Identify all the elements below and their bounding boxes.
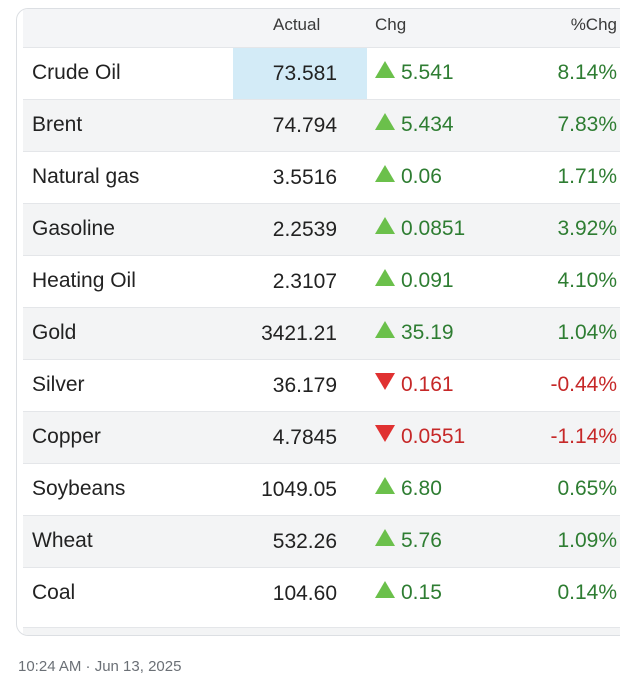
table-row: Copper 4.7845 0.0551 -1.14% <box>23 411 620 463</box>
change-value: 5.76 <box>401 529 442 552</box>
actual-value: 104.60 <box>272 582 337 605</box>
percent-change-value: -0.44% <box>550 373 617 396</box>
up-triangle-icon <box>375 217 395 234</box>
table-row: Natural gas 3.5516 0.06 1.71% <box>23 151 620 203</box>
actual-value: 2.2539 <box>272 218 337 241</box>
column-header-chg: Chg <box>375 15 407 34</box>
percent-change-value: 7.83% <box>557 113 617 136</box>
commodity-table-card: Actual Chg %Chg Crude Oil 73.581 5.541 8.14… <box>16 8 620 636</box>
change-cell: 0.0851 <box>375 217 465 241</box>
commodity-name: Crude Oil <box>32 61 121 84</box>
percent-change-value: 0.14% <box>557 581 617 604</box>
change-cell: 5.76 <box>375 529 442 553</box>
commodity-name: Gold <box>32 321 77 344</box>
percent-change-value: 1.09% <box>557 529 617 552</box>
actual-value: 1049.05 <box>261 478 337 501</box>
change-cell: 0.15 <box>375 581 442 605</box>
percent-change-value: -1.14% <box>550 425 617 448</box>
up-triangle-icon <box>375 269 395 286</box>
actual-value: 532.26 <box>272 530 337 553</box>
commodity-name: Silver <box>32 373 85 396</box>
change-cell: 35.19 <box>375 321 454 345</box>
change-value: 0.0851 <box>401 217 466 240</box>
up-triangle-icon <box>375 477 395 494</box>
change-value: 0.06 <box>401 165 442 188</box>
commodity-name: Coal <box>32 581 76 604</box>
change-value: 35.19 <box>401 321 454 344</box>
up-triangle-icon <box>375 113 395 130</box>
change-value: 5.434 <box>401 113 454 136</box>
table-footer <box>23 627 620 635</box>
column-header-actual: Actual <box>273 15 321 34</box>
commodity-name: Natural gas <box>32 165 140 188</box>
change-cell: 0.161 <box>375 373 454 397</box>
percent-change-value: 3.92% <box>557 217 617 240</box>
table-row: Gold 3421.21 35.19 1.04% <box>23 307 620 359</box>
actual-value: 74.794 <box>272 114 337 137</box>
actual-value: 4.7845 <box>272 426 337 449</box>
actual-value: 3421.21 <box>261 322 337 345</box>
table-row: Gasoline 2.2539 0.0851 3.92% <box>23 203 620 255</box>
change-value: 0.161 <box>401 373 454 396</box>
commodity-name: Soybeans <box>32 477 126 500</box>
change-cell: 0.0551 <box>375 425 465 449</box>
percent-change-value: 8.14% <box>557 61 617 84</box>
up-triangle-icon <box>375 581 395 598</box>
up-triangle-icon <box>375 61 395 78</box>
change-value: 0.091 <box>401 269 454 292</box>
up-triangle-icon <box>375 529 395 546</box>
post-timestamp[interactable]: 10:24 AM · Jun 13, 2025 <box>18 658 182 675</box>
actual-value: 2.3107 <box>272 270 337 293</box>
table-header: Actual Chg %Chg <box>23 9 620 47</box>
change-value: 5.541 <box>401 61 454 84</box>
table-row: Brent 74.794 5.434 7.83% <box>23 99 620 151</box>
percent-change-value: 0.65% <box>557 477 617 500</box>
up-triangle-icon <box>375 321 395 338</box>
commodity-name: Brent <box>32 113 83 136</box>
actual-value: 3.5516 <box>272 166 337 189</box>
change-value: 0.0551 <box>401 425 466 448</box>
percent-change-value: 1.71% <box>557 165 617 188</box>
table-body: Crude Oil 73.581 5.541 8.14% Brent 74.794 5.43… <box>23 47 620 619</box>
percent-change-value: 4.10% <box>557 269 617 292</box>
change-cell: 5.541 <box>375 61 454 85</box>
table-row: Silver 36.179 0.161 -0.44% <box>23 359 620 411</box>
commodity-name: Heating Oil <box>32 269 136 292</box>
change-value: 0.15 <box>401 581 442 604</box>
commodity-name: Copper <box>32 425 101 448</box>
commodity-name: Wheat <box>32 529 93 552</box>
change-cell: 5.434 <box>375 113 454 137</box>
table-row: Crude Oil 73.581 5.541 8.14% <box>23 47 620 99</box>
down-triangle-icon <box>375 373 395 390</box>
commodity-table: Actual Chg %Chg Crude Oil 73.581 5.541 8.14… <box>23 9 620 619</box>
table-row: Heating Oil 2.3107 0.091 4.10% <box>23 255 620 307</box>
table-row: Soybeans 1049.05 6.80 0.65% <box>23 463 620 515</box>
change-cell: 0.091 <box>375 269 454 293</box>
actual-value: 73.581 <box>233 48 367 99</box>
down-triangle-icon <box>375 425 395 442</box>
actual-value: 36.179 <box>272 374 337 397</box>
table-row: Wheat 532.26 5.76 1.09% <box>23 515 620 567</box>
change-value: 6.80 <box>401 477 442 500</box>
percent-change-value: 1.04% <box>557 321 617 344</box>
change-cell: 6.80 <box>375 477 442 501</box>
change-cell: 0.06 <box>375 165 442 189</box>
column-header-pct-chg: %Chg <box>570 15 617 34</box>
up-triangle-icon <box>375 165 395 182</box>
table-row: Coal 104.60 0.15 0.14% <box>23 567 620 619</box>
commodity-name: Gasoline <box>32 217 115 240</box>
